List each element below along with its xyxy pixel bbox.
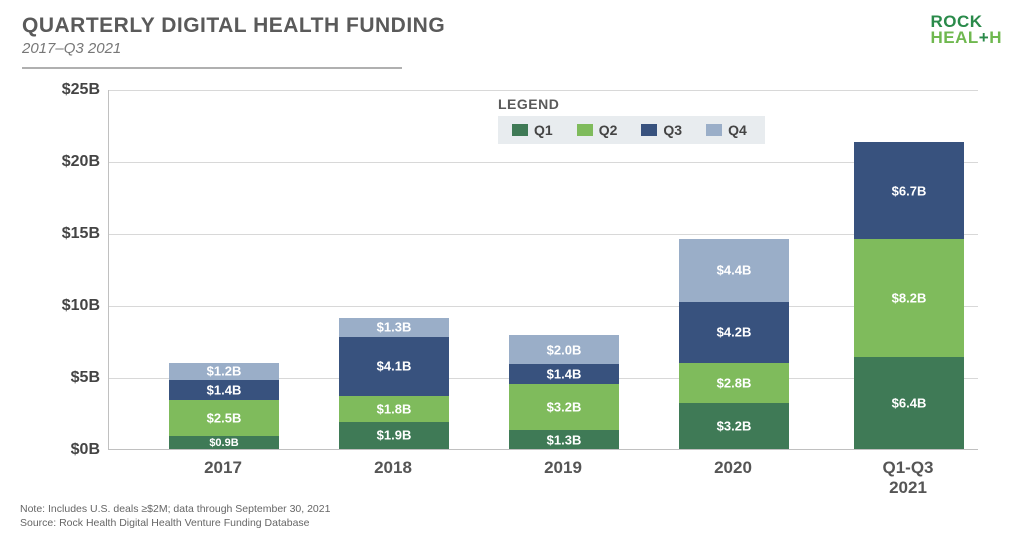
bar-segment-q1: $0.9B (169, 436, 279, 449)
bar-segment-label: $1.3B (509, 432, 619, 447)
x-axis-label: 2018 (374, 458, 412, 478)
bar-group: $1.3B $3.2B $1.4B $2.0B (509, 335, 619, 449)
legend-label: Q4 (728, 122, 747, 138)
y-axis-label: $25B (40, 81, 100, 99)
bar-segment-label: $4.4B (679, 263, 789, 278)
bar-segment-q2: $3.2B (509, 384, 619, 430)
legend-label: Q1 (534, 122, 553, 138)
bar-segment-q4: $1.2B (169, 363, 279, 380)
grid-line (109, 306, 978, 307)
bar-segment-label: $3.2B (509, 400, 619, 415)
bar-segment-label: $1.4B (169, 382, 279, 397)
bar-group: $6.4B $8.2B $6.7B (854, 142, 964, 449)
title-underline (22, 67, 402, 69)
bar-segment-q3: $1.4B (509, 364, 619, 384)
x-axis-label: 2017 (204, 458, 242, 478)
legend-swatch (512, 124, 528, 136)
legend-item-q4: Q4 (706, 122, 747, 138)
y-axis-label: $10B (40, 297, 100, 315)
footer-source: Source: Rock Health Digital Health Ventu… (20, 516, 330, 530)
bar-segment-q4: $4.4B (679, 239, 789, 302)
grid-line (109, 162, 978, 163)
bar-segment-label: $4.2B (679, 325, 789, 340)
y-axis-label: $5B (40, 369, 100, 387)
chart-title: QUARTERLY DIGITAL HEALTH FUNDING (22, 14, 445, 38)
bar-segment-label: $0.9B (169, 437, 279, 449)
legend-swatch (577, 124, 593, 136)
chart-footer: Note: Includes U.S. deals ≥$2M; data thr… (20, 502, 330, 530)
bar-segment-label: $6.4B (854, 395, 964, 410)
bar-segment-label: $3.2B (679, 418, 789, 433)
bar-segment-label: $4.1B (339, 359, 449, 374)
bar-segment-q2: $1.8B (339, 396, 449, 422)
legend-swatch (641, 124, 657, 136)
bar-segment-q4: $2.0B (509, 335, 619, 364)
x-axis-label: 2019 (544, 458, 582, 478)
bar-segment-q1: $6.4B (854, 357, 964, 449)
bar-group: $0.9B $2.5B $1.4B $1.2B (169, 363, 279, 449)
legend-label: Q2 (599, 122, 618, 138)
legend-item-q2: Q2 (577, 122, 618, 138)
bar-segment-q2: $2.5B (169, 400, 279, 436)
bar-group: $1.9B $1.8B $4.1B $1.3B (339, 318, 449, 449)
chart-header: QUARTERLY DIGITAL HEALTH FUNDING 2017–Q3… (22, 14, 445, 69)
bar-segment-label: $1.9B (339, 428, 449, 443)
legend-box: Q1 Q2 Q3 Q4 (498, 116, 765, 144)
bar-segment-label: $8.2B (854, 290, 964, 305)
bar-segment-label: $6.7B (854, 183, 964, 198)
grid-line (109, 90, 978, 91)
bar-segment-label: $1.3B (339, 320, 449, 335)
logo-line-2: HEAL+H (931, 30, 1003, 46)
bar-segment-q2: $2.8B (679, 363, 789, 403)
bar-segment-label: $1.4B (509, 367, 619, 382)
bar-segment-q4: $1.3B (339, 318, 449, 337)
chart-subtitle: 2017–Q3 2021 (22, 40, 445, 57)
rock-health-logo: ROCK HEAL+H (931, 14, 1003, 46)
bar-segment-q1: $3.2B (679, 403, 789, 449)
legend-item-q1: Q1 (512, 122, 553, 138)
bar-segment-label: $1.2B (169, 364, 279, 379)
x-axis-label: Q1-Q3 2021 (867, 458, 949, 498)
bar-segment-q1: $1.9B (339, 422, 449, 449)
y-axis-label: $20B (40, 153, 100, 171)
bar-segment-label: $2.8B (679, 375, 789, 390)
footer-note: Note: Includes U.S. deals ≥$2M; data thr… (20, 502, 330, 516)
legend-label: Q3 (663, 122, 682, 138)
legend-swatch (706, 124, 722, 136)
bar-segment-q3: $1.4B (169, 380, 279, 400)
grid-line (109, 234, 978, 235)
bar-segment-q3: $6.7B (854, 142, 964, 238)
plot-area: $0.9B $2.5B $1.4B $1.2B $1.9B $1.8B $4.1B $1.3B… (108, 90, 978, 450)
bar-group: $3.2B $2.8B $4.2B $4.4B (679, 239, 789, 449)
bar-segment-q2: $8.2B (854, 239, 964, 357)
legend: LEGEND Q1 Q2 Q3 Q4 (498, 96, 765, 144)
chart-area: $0.9B $2.5B $1.4B $1.2B $1.9B $1.8B $4.1B $1.3B… (40, 90, 990, 480)
bar-segment-label: $2.5B (169, 411, 279, 426)
y-axis-label: $15B (40, 225, 100, 243)
bar-segment-q1: $1.3B (509, 430, 619, 449)
legend-title: LEGEND (498, 96, 765, 112)
bar-segment-label: $1.8B (339, 401, 449, 416)
x-axis-label: 2020 (714, 458, 752, 478)
y-axis-label: $0B (40, 441, 100, 459)
bar-segment-q3: $4.2B (679, 302, 789, 362)
bar-segment-label: $2.0B (509, 342, 619, 357)
legend-item-q3: Q3 (641, 122, 682, 138)
bar-segment-q3: $4.1B (339, 337, 449, 396)
